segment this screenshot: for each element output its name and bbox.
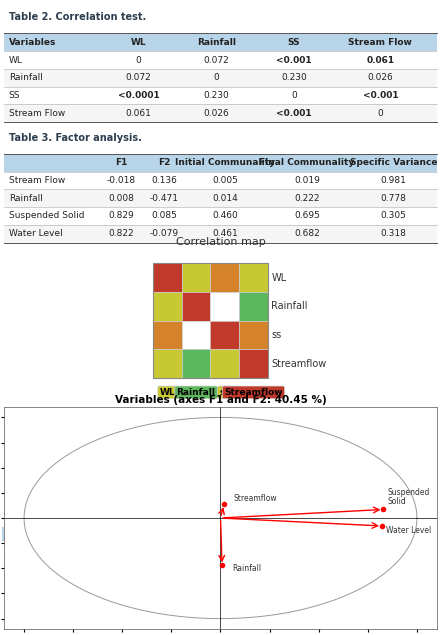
Text: Stream Flow: Stream Flow	[348, 38, 412, 47]
Text: -0.018: -0.018	[107, 176, 136, 185]
Bar	[182, 292, 210, 321]
Bar	[182, 321, 210, 349]
Text: Table 3. Factor analysis.: Table 3. Factor analysis.	[9, 133, 142, 143]
Title: Variables (axes F1 and F2: 40.45 %): Variables (axes F1 and F2: 40.45 %)	[115, 395, 326, 405]
Text: F1: F1	[115, 158, 127, 168]
FancyBboxPatch shape	[4, 171, 437, 189]
Text: Streamflow: Streamflow	[224, 388, 283, 397]
Text: 0.026: 0.026	[367, 73, 393, 82]
Text: 0.695: 0.695	[294, 211, 320, 220]
Bar	[210, 264, 239, 292]
FancyBboxPatch shape	[4, 207, 437, 225]
Text: 0.222: 0.222	[294, 194, 320, 203]
Text: Stream Flow: Stream Flow	[9, 176, 65, 185]
Text: 0.136: 0.136	[151, 176, 177, 185]
Text: Streamflow: Streamflow	[234, 494, 277, 504]
Bar	[153, 321, 182, 349]
Bar	[153, 292, 182, 321]
Bar	[210, 349, 239, 378]
FancyBboxPatch shape	[4, 86, 437, 104]
Text: 0.072: 0.072	[203, 55, 229, 65]
Bar	[182, 264, 210, 292]
Text: 0.682: 0.682	[294, 229, 320, 238]
Bar	[210, 321, 239, 349]
FancyBboxPatch shape	[4, 104, 437, 122]
Text: SS: SS	[9, 91, 20, 100]
Bar	[153, 264, 268, 378]
Text: Water Level: Water Level	[386, 526, 431, 535]
Text: Rainfall: Rainfall	[176, 388, 216, 397]
Text: <0.0001: <0.0001	[117, 91, 159, 100]
Text: F2: F2	[158, 158, 171, 168]
Text: Rainfall: Rainfall	[9, 73, 43, 82]
Bar	[182, 349, 210, 378]
Text: 0.829: 0.829	[108, 211, 134, 220]
Text: -0.079: -0.079	[150, 229, 179, 238]
Text: Water Level: Water Level	[9, 229, 63, 238]
Text: Variables: Variables	[9, 38, 56, 47]
Bar	[239, 264, 268, 292]
Text: 0.085: 0.085	[151, 211, 177, 220]
Text: 0.061: 0.061	[125, 109, 151, 117]
Text: 0.318: 0.318	[381, 229, 406, 238]
Text: Streamflow: Streamflow	[271, 359, 326, 369]
FancyBboxPatch shape	[4, 225, 437, 243]
FancyBboxPatch shape	[4, 34, 437, 51]
Text: Final Communality: Final Communality	[259, 158, 355, 168]
Text: WL: WL	[160, 388, 175, 397]
FancyBboxPatch shape	[4, 51, 437, 69]
FancyBboxPatch shape	[4, 189, 437, 207]
Text: 0: 0	[213, 73, 219, 82]
Title: Correlation map: Correlation map	[176, 237, 265, 247]
Text: Rainfall: Rainfall	[232, 565, 261, 573]
Text: <0.001: <0.001	[276, 55, 312, 65]
Text: 0.230: 0.230	[203, 91, 229, 100]
Text: 0.461: 0.461	[212, 229, 238, 238]
Text: 0.061: 0.061	[366, 55, 394, 65]
Bar	[239, 349, 268, 378]
Text: Figure 2. Correlation map.: Figure 2. Correlation map.	[4, 530, 123, 538]
Text: 0.008: 0.008	[108, 194, 134, 203]
FancyBboxPatch shape	[4, 69, 437, 86]
Text: 0.005: 0.005	[212, 176, 238, 185]
Text: 0: 0	[135, 55, 141, 65]
Text: -0.471: -0.471	[150, 194, 179, 203]
Text: WL: WL	[271, 272, 286, 283]
Text: ss: ss	[271, 330, 281, 340]
Text: 0.019: 0.019	[294, 176, 320, 185]
Text: <0.001: <0.001	[363, 91, 398, 100]
Text: 0.778: 0.778	[381, 194, 406, 203]
Bar	[153, 264, 182, 292]
Text: Specific Variance: Specific Variance	[350, 158, 437, 168]
Text: Suspended
Solid: Suspended Solid	[387, 488, 430, 507]
Text: 0.026: 0.026	[203, 109, 229, 117]
Text: Table 2. Correlation test.: Table 2. Correlation test.	[9, 13, 146, 22]
Bar	[153, 349, 182, 378]
Text: SS: SS	[288, 38, 300, 47]
Bar	[239, 321, 268, 349]
Text: Stream Flow: Stream Flow	[9, 109, 65, 117]
Bar	[210, 292, 239, 321]
Text: 0.230: 0.230	[281, 73, 307, 82]
Text: ss: ss	[220, 388, 230, 397]
Text: 0.072: 0.072	[126, 73, 151, 82]
Text: Initial Communality: Initial Communality	[175, 158, 275, 168]
Bar	[239, 292, 268, 321]
FancyBboxPatch shape	[4, 154, 437, 171]
Text: 0: 0	[377, 109, 383, 117]
Text: 0: 0	[291, 91, 297, 100]
Text: WL: WL	[9, 55, 22, 65]
Text: Rainfall: Rainfall	[197, 38, 235, 47]
Text: <0.001: <0.001	[276, 109, 312, 117]
Text: Rainfall: Rainfall	[271, 302, 308, 311]
Text: WL: WL	[131, 38, 146, 47]
Text: 0.460: 0.460	[212, 211, 238, 220]
Text: 0.822: 0.822	[108, 229, 134, 238]
Text: 0.305: 0.305	[381, 211, 406, 220]
Text: 0.981: 0.981	[381, 176, 406, 185]
Text: Suspended Solid: Suspended Solid	[9, 211, 84, 220]
Text: 0.014: 0.014	[212, 194, 238, 203]
Text: Rainfall: Rainfall	[9, 194, 43, 203]
